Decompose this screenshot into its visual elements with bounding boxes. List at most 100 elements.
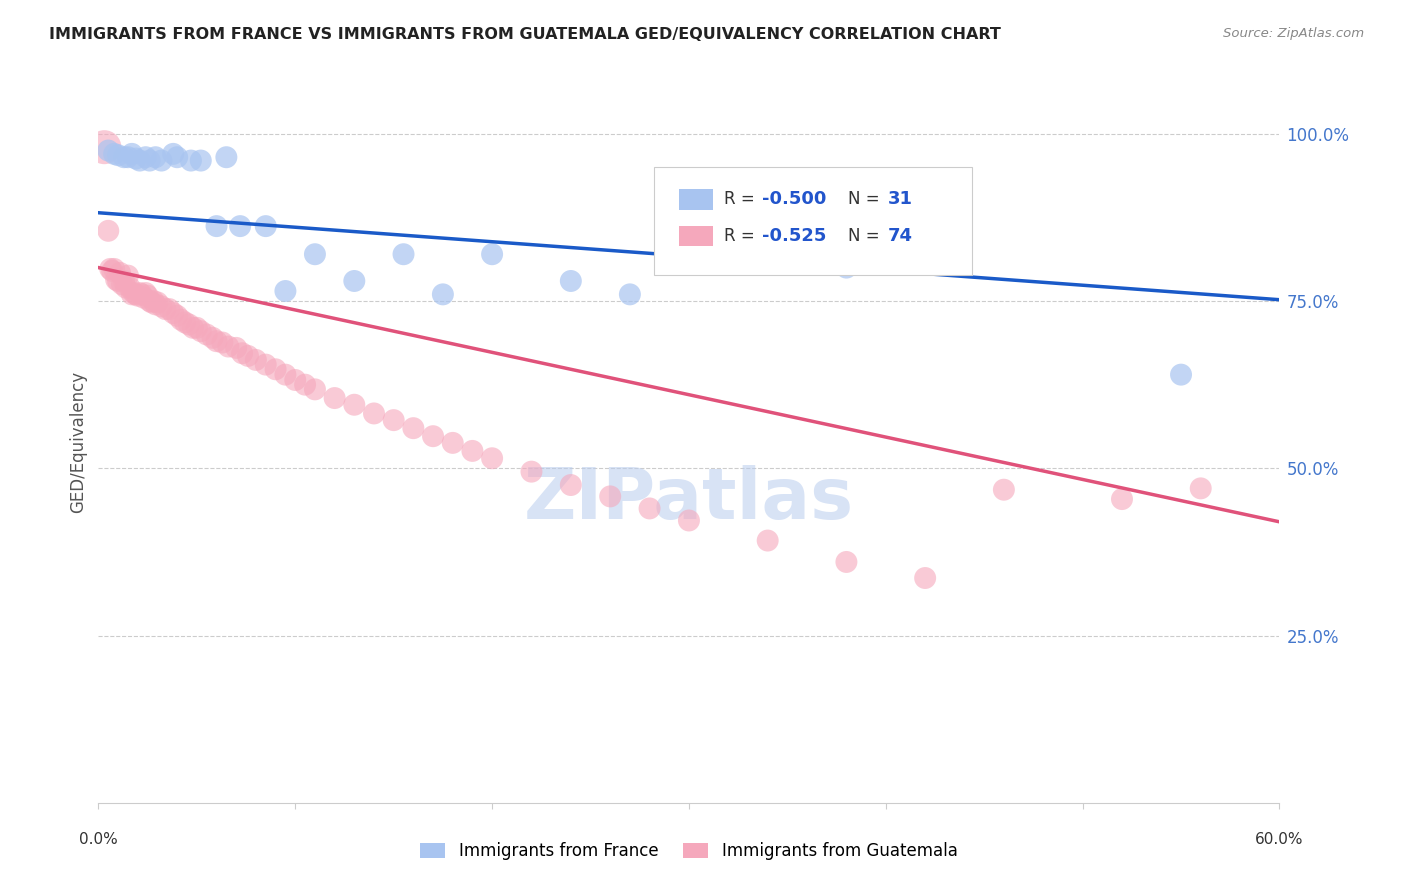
Point: [201, 331, 224, 345]
Point: [225, 341, 247, 355]
Point: [105, 273, 128, 287]
Point: [432, 287, 454, 301]
Point: [145, 150, 167, 164]
FancyBboxPatch shape: [654, 167, 973, 276]
Point: [323, 391, 346, 405]
Y-axis label: GED/Equivalency: GED/Equivalency: [69, 370, 87, 513]
Point: [560, 274, 582, 288]
Point: [128, 285, 150, 300]
Point: [155, 302, 177, 317]
Point: [294, 377, 316, 392]
Point: [101, 264, 124, 278]
Point: [402, 421, 425, 435]
Text: IMMIGRANTS FROM FRANCE VS IMMIGRANTS FROM GUATEMALA GED/EQUIVALENCY CORRELATION : IMMIGRANTS FROM FRANCE VS IMMIGRANTS FRO…: [49, 27, 1001, 42]
Point: [215, 150, 238, 164]
Point: [121, 287, 143, 301]
Point: [150, 153, 173, 168]
Legend: Immigrants from France, Immigrants from Guatemala: Immigrants from France, Immigrants from …: [413, 836, 965, 867]
Point: [284, 373, 307, 387]
Point: [422, 429, 444, 443]
Text: 60.0%: 60.0%: [1256, 831, 1303, 847]
Point: [678, 514, 700, 528]
Point: [560, 478, 582, 492]
Point: [142, 294, 165, 309]
Point: [205, 334, 228, 349]
Point: [180, 153, 202, 168]
Point: [127, 289, 149, 303]
Point: [835, 260, 858, 275]
Point: [98, 262, 121, 277]
Point: [217, 340, 239, 354]
Point: [835, 555, 858, 569]
Point: [231, 346, 253, 360]
Point: [1170, 368, 1192, 382]
Point: [363, 407, 385, 421]
Text: 0.0%: 0.0%: [79, 831, 118, 847]
Point: [107, 148, 129, 162]
Point: [146, 295, 169, 310]
Point: [121, 147, 143, 161]
Text: 31: 31: [887, 191, 912, 209]
Point: [118, 281, 141, 295]
Point: [135, 285, 157, 300]
Text: ZIPatlas: ZIPatlas: [524, 465, 853, 533]
Point: [174, 316, 197, 330]
Point: [135, 150, 157, 164]
Text: R =: R =: [724, 191, 761, 209]
Text: N =: N =: [848, 227, 886, 244]
Point: [461, 444, 484, 458]
Text: -0.525: -0.525: [762, 227, 827, 244]
Point: [128, 153, 150, 168]
Point: [245, 353, 267, 368]
Point: [481, 451, 503, 466]
Point: [1111, 492, 1133, 507]
Point: [392, 247, 415, 261]
Point: [157, 302, 180, 317]
Point: [304, 382, 326, 396]
Point: [103, 262, 125, 277]
Point: [274, 368, 297, 382]
Point: [186, 321, 208, 335]
Point: [103, 147, 125, 161]
Point: [97, 224, 120, 238]
Point: [138, 153, 160, 168]
Point: [481, 247, 503, 261]
Bar: [679, 226, 713, 245]
Text: Source: ZipAtlas.com: Source: ZipAtlas.com: [1223, 27, 1364, 40]
Point: [122, 285, 145, 300]
Point: [205, 219, 228, 234]
Point: [1189, 482, 1212, 496]
Bar: [679, 189, 713, 210]
Point: [343, 398, 366, 412]
Point: [520, 465, 543, 479]
Point: [236, 349, 259, 363]
Point: [254, 358, 277, 372]
Point: [170, 313, 193, 327]
Text: R =: R =: [724, 227, 761, 244]
Point: [697, 247, 720, 261]
Point: [254, 219, 277, 234]
Text: N =: N =: [848, 191, 886, 209]
Point: [125, 287, 148, 301]
Point: [274, 284, 297, 298]
Point: [141, 295, 163, 310]
Point: [599, 489, 621, 503]
Point: [441, 435, 464, 450]
Point: [112, 150, 135, 164]
Point: [914, 571, 936, 585]
Point: [304, 247, 326, 261]
Point: [115, 281, 138, 295]
Point: [162, 147, 184, 161]
Point: [993, 483, 1015, 497]
Point: [117, 150, 139, 164]
Point: [190, 324, 212, 338]
Point: [264, 362, 287, 376]
Point: [382, 413, 405, 427]
Point: [619, 287, 641, 301]
Point: [125, 152, 148, 166]
Point: [117, 268, 139, 283]
Point: [131, 287, 153, 301]
Point: [132, 291, 155, 305]
Point: [145, 297, 167, 311]
Point: [229, 219, 252, 234]
